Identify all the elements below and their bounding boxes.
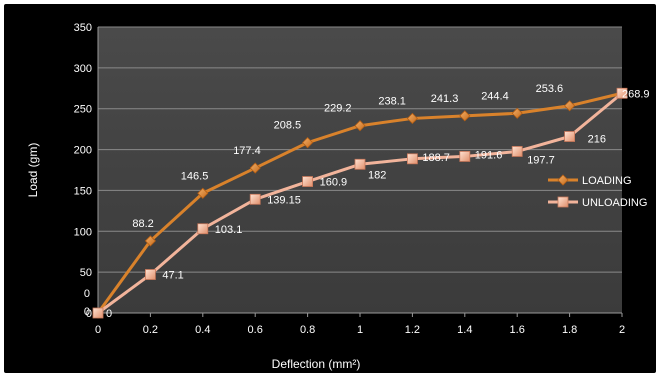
- data-label: 238.1: [378, 95, 406, 107]
- x-tick-label: 1.2: [405, 324, 420, 336]
- y-tick-label: 200: [74, 145, 92, 157]
- data-label: 268.9: [622, 88, 650, 100]
- data-label: 139.15: [267, 194, 301, 206]
- loading-point: [197, 187, 209, 199]
- x-axis-title: Deflection (mm²): [272, 357, 361, 371]
- data-labels: 88.2 146.5 177.4 208.5 229.2 238.1 241.3 244.4 2…: [106, 83, 650, 320]
- loading-point: [406, 112, 418, 125]
- legend-marker: [557, 174, 569, 186]
- data-label: 229.2: [324, 103, 352, 115]
- loading-point: [564, 100, 576, 112]
- x-tick-label: 1.8: [562, 324, 577, 336]
- y-axis-title: Load (gm): [26, 143, 40, 198]
- data-label: 177.4: [233, 145, 261, 157]
- unloading-point: [144, 269, 156, 280]
- x-tick-label: 0.2: [143, 324, 158, 336]
- data-label: 191.6: [475, 149, 503, 161]
- unloading-point: [564, 131, 575, 142]
- data-label: 241.3: [431, 93, 459, 105]
- data-label: 47.1: [162, 270, 183, 282]
- loading-point: [144, 235, 156, 247]
- data-label: 197.7: [527, 154, 555, 166]
- legend-item: LOADING: [548, 174, 632, 187]
- legend-label: LOADING: [582, 175, 632, 187]
- x-tick-label: 0.8: [300, 324, 315, 336]
- unloading-point: [406, 153, 418, 165]
- data-label: 88.2: [132, 218, 153, 230]
- plot-area: [98, 27, 622, 313]
- unloading-point: [249, 193, 261, 205]
- unloading-point: [302, 176, 314, 187]
- gridlines: [98, 26, 622, 273]
- loading-point: [354, 120, 366, 132]
- y-tick-label: 350: [74, 22, 92, 34]
- y-tick-label: 0: [86, 308, 92, 320]
- data-label: 188.7: [422, 152, 450, 164]
- data-label: 0: [106, 308, 112, 320]
- unloading-point: [354, 158, 366, 170]
- unloading-point: [616, 87, 628, 99]
- series-unloading: [92, 87, 628, 319]
- loading-point: [302, 137, 314, 149]
- data-label: 216: [588, 133, 606, 145]
- x-tick-label: 2: [619, 324, 625, 336]
- y-tick-label: 50: [80, 267, 92, 279]
- unloading-point: [197, 223, 209, 235]
- loading-point: [511, 107, 523, 119]
- data-label: 160.9: [320, 177, 348, 189]
- legend-marker: [557, 196, 569, 208]
- legend-label: UNLOADING: [582, 197, 647, 209]
- data-label: 146.5: [181, 170, 209, 182]
- legend: LOADING UNLOADING: [548, 174, 647, 209]
- y-tick-label: 250: [74, 104, 92, 116]
- legend-item: UNLOADING: [548, 196, 647, 209]
- series-layer: [92, 87, 628, 319]
- data-label: 103.1: [215, 224, 243, 236]
- extra-axis-label-2: 0: [84, 306, 90, 318]
- x-tick-label: 1.4: [457, 324, 472, 336]
- data-label: 182: [368, 169, 386, 181]
- x-tick-label: 0.6: [248, 324, 263, 336]
- y-tick-label: 300: [74, 63, 92, 75]
- y-tick-label: 150: [74, 185, 92, 197]
- data-label: 208.5: [274, 120, 302, 132]
- y-tick-label: 100: [74, 226, 92, 238]
- data-label: 244.4: [481, 90, 509, 102]
- x-tick-label: 1: [357, 324, 363, 336]
- x-tick-label: 0.4: [195, 324, 210, 336]
- x-tick-label: 0: [95, 324, 101, 336]
- data-label: 253.6: [536, 83, 564, 95]
- unloading-point: [511, 146, 523, 157]
- x-tick-label: 1.6: [510, 324, 525, 336]
- loading-point: [249, 162, 261, 174]
- loading-point: [459, 110, 471, 122]
- unloading-point: [459, 151, 471, 162]
- unloading-point: [92, 307, 104, 319]
- extra-axis-label-1: 0: [84, 288, 90, 300]
